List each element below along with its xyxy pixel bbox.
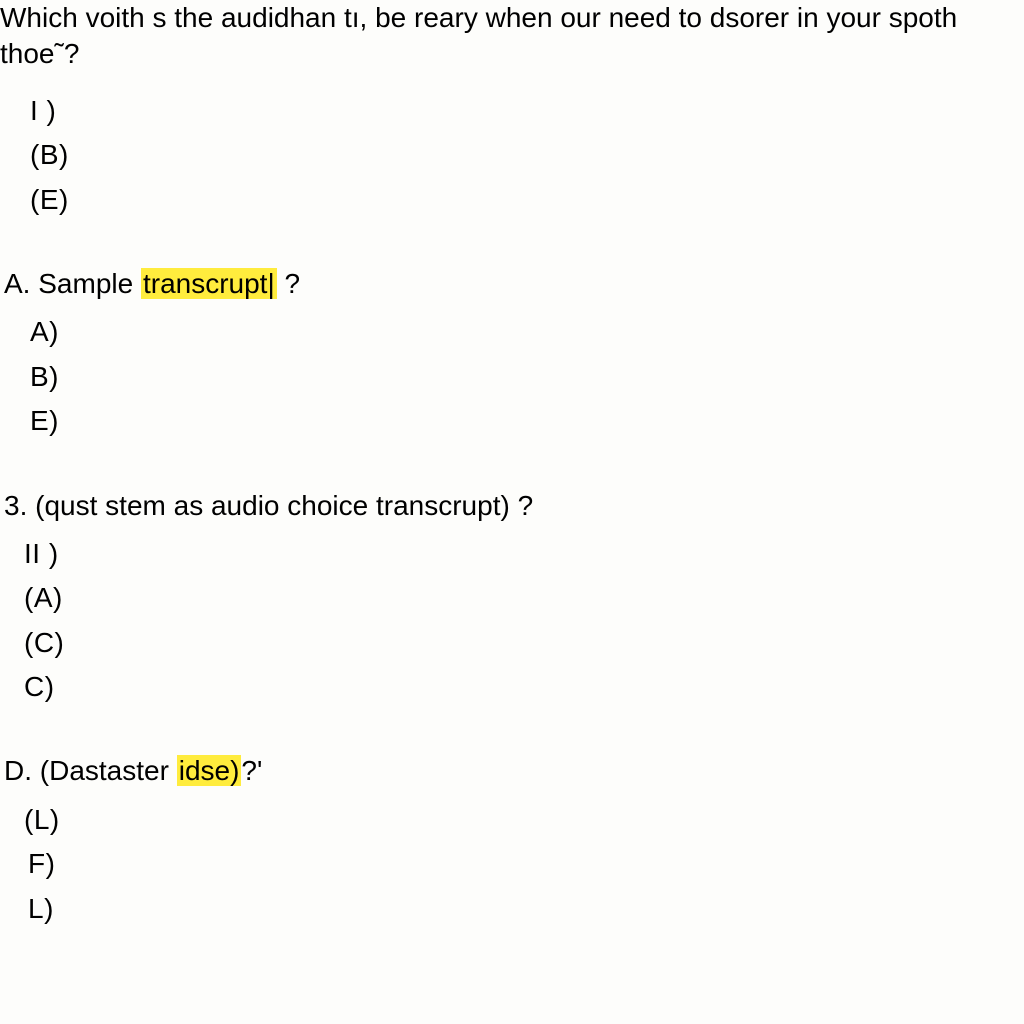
question-3-options: II ) (A) (C) C) [0,536,1024,706]
question-prefix: 3. [4,490,27,521]
option-item: A) [30,314,1024,350]
stem-before: (Dastaster [40,755,177,786]
option-item: E) [30,403,1024,439]
stem-before: Sample [38,268,141,299]
stem-highlight: idse) [177,755,242,786]
question-a: A. Sample transcrupt| ? A) B) E) [0,266,1024,440]
option-item: (E) [30,182,1024,218]
stem-highlight: transcrupt| [141,268,277,299]
option-item: (L) [24,802,1024,838]
option-item: L) [24,891,1024,927]
intro-line-1: Which voith s the audidhan tı, be reary … [0,0,1024,36]
intro-options: I ) (B) (E) [0,93,1024,218]
stem-before: (qust stem as audio choice transcrupt) ? [35,490,533,521]
question-stem: A. Sample transcrupt| ? [0,266,1024,302]
option-item: (A) [24,580,1024,616]
option-item: (C) [24,625,1024,661]
intro-question: Which voith s the audidhan tı, be reary … [0,0,1024,73]
document-body: Which voith s the audidhan tı, be reary … [0,0,1024,927]
question-prefix: A. [4,268,30,299]
option-item: II ) [24,536,1024,572]
question-a-options: A) B) E) [0,314,1024,439]
question-prefix: D. [4,755,32,786]
option-item: I ) [30,93,1024,129]
question-stem: D. (Dastaster idse)?' [0,753,1024,789]
option-item: F) [24,846,1024,882]
question-d: D. (Dastaster idse)?' (L) F) L) [0,753,1024,927]
question-3: 3. (qust stem as audio choice transcrupt… [0,488,1024,706]
stem-after: ?' [241,755,262,786]
option-item: C) [24,669,1024,705]
intro-line-2: thoe˜? [0,36,1024,72]
question-stem: 3. (qust stem as audio choice transcrupt… [0,488,1024,524]
stem-after: ? [277,268,300,299]
option-item: (B) [30,137,1024,173]
question-d-options: (L) F) L) [0,802,1024,927]
option-item: B) [30,359,1024,395]
